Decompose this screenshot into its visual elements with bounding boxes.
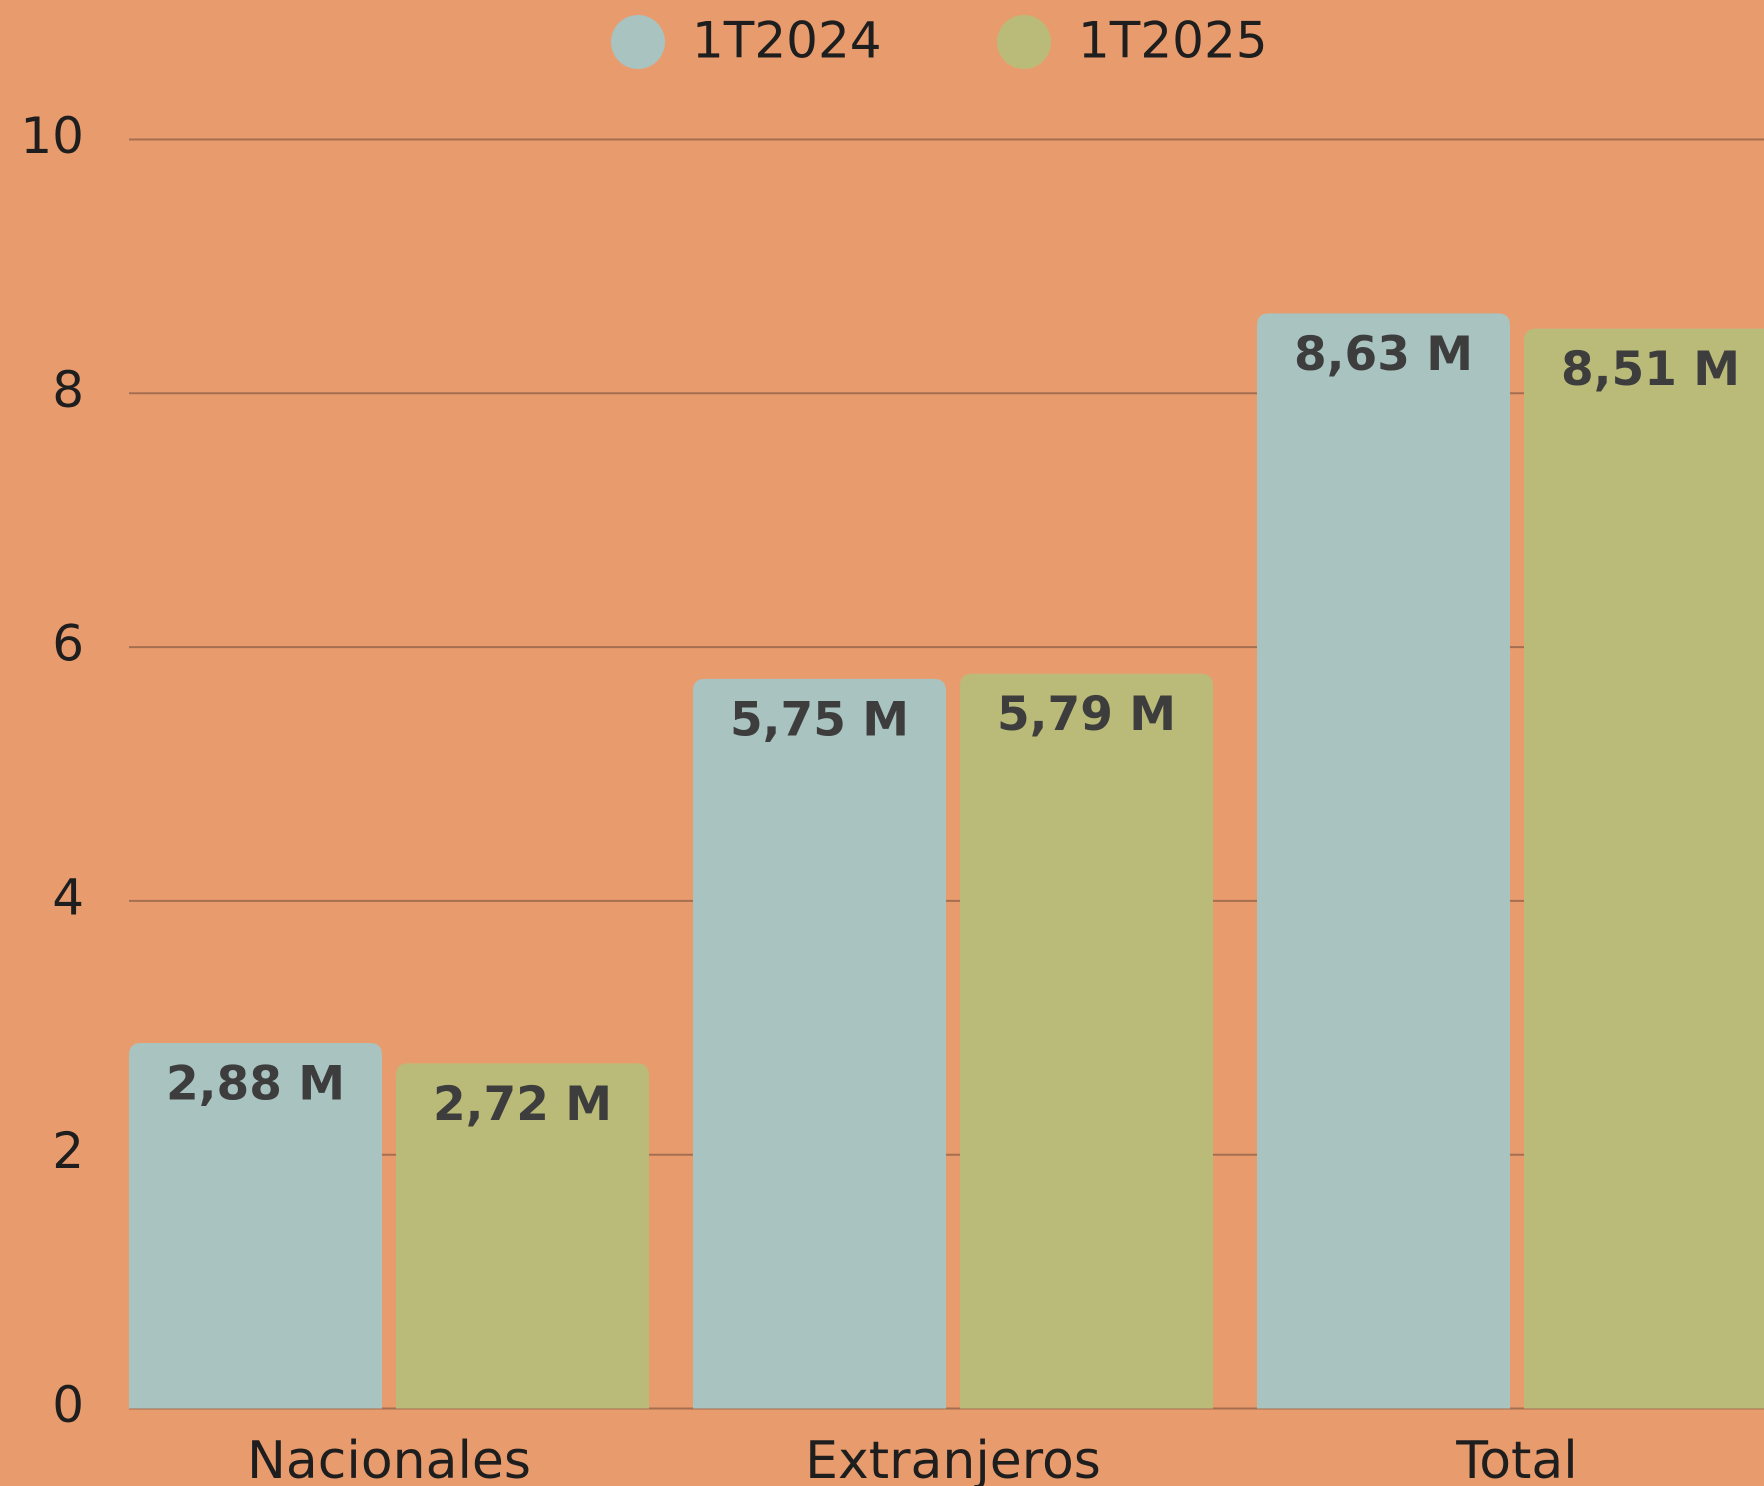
value-label: 5,75 M bbox=[730, 692, 909, 747]
value-label: 8,63 M bbox=[1294, 327, 1473, 382]
y-tick-label: 8 bbox=[52, 361, 84, 419]
y-tick-label: 0 bbox=[52, 1376, 84, 1434]
y-tick-label: 6 bbox=[52, 615, 84, 673]
value-label: 5,79 M bbox=[997, 687, 1176, 742]
x-tick-label: Total bbox=[1455, 1431, 1577, 1486]
x-tick-label: Nacionales bbox=[247, 1431, 531, 1486]
bar bbox=[693, 678, 946, 1409]
bar bbox=[960, 673, 1213, 1409]
bar bbox=[129, 1043, 382, 1409]
y-tick-label: 10 bbox=[20, 107, 84, 165]
bar bbox=[396, 1063, 649, 1409]
legend-label: 1T2025 bbox=[1078, 12, 1268, 70]
bar bbox=[1524, 328, 1764, 1409]
legend-swatch bbox=[997, 15, 1051, 69]
value-label: 2,88 M bbox=[166, 1057, 345, 1112]
value-label: 2,72 M bbox=[433, 1077, 612, 1132]
y-tick-label: 4 bbox=[52, 868, 84, 926]
y-tick-label: 2 bbox=[52, 1122, 84, 1180]
x-tick-label: Extranjeros bbox=[805, 1431, 1101, 1486]
legend-label: 1T2024 bbox=[692, 12, 882, 70]
bar bbox=[1257, 313, 1510, 1409]
value-label: 8,51 M bbox=[1561, 342, 1740, 397]
legend-swatch bbox=[611, 15, 665, 69]
